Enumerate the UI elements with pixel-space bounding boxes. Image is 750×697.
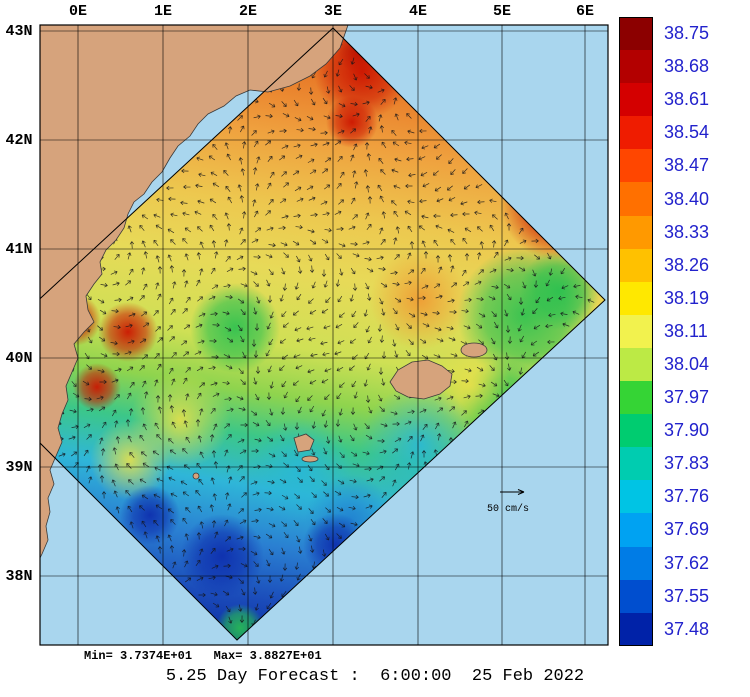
x-tick-4e: 4E: [408, 3, 427, 20]
colorbar-tick-label: 37.69: [664, 519, 710, 540]
colorbar-swatch: [619, 314, 653, 348]
colorbar-tick-label: 38.26: [664, 254, 710, 275]
colorbar-swatch: [619, 149, 653, 183]
colorbar-tick-label: 37.62: [664, 552, 710, 573]
colorbar-swatch: [619, 281, 653, 315]
colorbar-row: 38.11: [619, 314, 709, 348]
colorbar-tick-label: 37.48: [664, 618, 710, 639]
colorbar-row: 38.40: [619, 182, 710, 216]
colorbar-row: 38.47: [619, 149, 710, 183]
x-tick-5e: 5E: [492, 3, 511, 20]
colorbar-swatch: [619, 513, 653, 547]
y-tick-42n: 42N: [5, 132, 33, 149]
colorbar-swatch: [619, 83, 653, 117]
colorbar-tick-label: 38.40: [664, 188, 710, 209]
graticule: [40, 25, 608, 645]
plot-frame: [39, 24, 609, 646]
mainland-coast: [40, 25, 349, 559]
colorbar-row: 37.69: [619, 513, 710, 547]
colorbar-row: 37.62: [619, 546, 710, 580]
x-tick-6e: 6E: [575, 3, 594, 20]
colorbar-row: 37.83: [619, 447, 710, 481]
colorbar-tick-label: 38.68: [664, 56, 710, 77]
island-menorca: [460, 342, 488, 358]
colorbar-row: 38.19: [619, 281, 710, 315]
colorbar-tick-label: 37.76: [664, 486, 710, 507]
colorbar-tick-label: 37.90: [664, 420, 710, 441]
colorbar-row: 38.04: [619, 347, 710, 382]
colorbar-tick-label: 38.04: [664, 353, 710, 374]
colorbar-swatch: [619, 381, 653, 415]
island-ibiza: [293, 433, 315, 453]
y-tick-40n: 40N: [5, 350, 33, 367]
colorbar-swatch: [619, 17, 653, 51]
colorbar-tick-label: 37.55: [664, 585, 710, 606]
colorbar-swatch: [619, 50, 653, 84]
y-tick-41n: 41N: [5, 241, 33, 258]
colorbar-row: 38.33: [619, 215, 710, 249]
colorbar-tick-label: 38.33: [664, 221, 710, 242]
colorbar-tick-label: 38.11: [664, 320, 708, 341]
colorbar-swatch: [619, 414, 653, 448]
colorbar-swatch: [619, 248, 653, 282]
vector-scale-arrow-icon: [500, 489, 525, 495]
vector-scale-label: 50 cm/s: [486, 504, 529, 515]
colorbar-tick-label: 38.19: [664, 287, 710, 308]
plot-caption: 5.25 Day Forecast : 6:00:00 25 Feb 2022: [165, 667, 585, 686]
colorbar-tick-label: 38.54: [664, 122, 710, 143]
colorbar-swatch: [619, 116, 653, 150]
colorbar-tick-label: 38.75: [664, 23, 710, 44]
colorbar-swatch: [619, 347, 653, 382]
colorbar-swatch: [619, 215, 653, 249]
colorbar-swatch: [619, 579, 653, 613]
y-tick-39n: 39N: [5, 459, 33, 476]
colorbar-swatch: [619, 480, 653, 514]
colorbar-row: 37.76: [619, 480, 710, 514]
colorbar-swatch: [619, 612, 653, 646]
colorbar-row: 38.54: [619, 116, 710, 150]
colorbar-row: 37.90: [619, 414, 710, 448]
island-mallorca: [389, 359, 453, 400]
colorbar: 38.75 38.68 38.61 38.54 38.47 38.40 38.33 38.26…: [619, 17, 709, 646]
field-minmax-text: Min= 3.7374E+01 Max= 3.8827E+01: [84, 649, 322, 663]
x-tick-1e: 1E: [153, 3, 172, 20]
colorbar-row: 38.75: [619, 17, 710, 51]
colorbar-row: 37.97: [619, 381, 710, 415]
colorbar-row: 37.48: [619, 612, 710, 646]
y-tick-38n: 38N: [5, 568, 33, 585]
model-domain-field: [40, 28, 605, 640]
colorbar-tick-label: 38.47: [664, 155, 710, 176]
colorbar-tick-label: 37.83: [664, 453, 710, 474]
colorbar-row: 38.68: [619, 50, 710, 84]
x-tick-0e: 0E: [68, 3, 87, 20]
colorbar-swatch: [619, 546, 653, 580]
y-tick-43n: 43N: [5, 23, 33, 40]
colorbar-tick-label: 38.61: [664, 89, 710, 110]
x-tick-3e: 3E: [323, 3, 342, 20]
colorbar-row: 37.55: [619, 579, 710, 613]
island-formentera: [301, 455, 319, 463]
colorbar-tick-label: 37.97: [664, 387, 710, 408]
colorbar-swatch: [619, 447, 653, 481]
x-tick-2e: 2E: [238, 3, 257, 20]
colorbar-swatch: [619, 182, 653, 216]
land-masses: [40, 25, 488, 559]
model-domain-outline: [40, 27, 606, 641]
colorbar-row: 38.61: [619, 83, 710, 117]
island-small: [192, 472, 200, 480]
colorbar-row: 38.26: [619, 248, 710, 282]
